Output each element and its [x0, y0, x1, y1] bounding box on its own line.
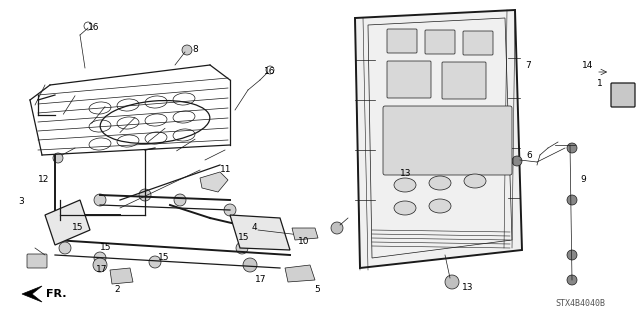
Circle shape	[93, 258, 107, 272]
FancyBboxPatch shape	[383, 106, 512, 175]
Text: 15: 15	[238, 234, 250, 242]
Polygon shape	[200, 172, 228, 192]
Text: 1: 1	[597, 79, 603, 88]
Circle shape	[174, 194, 186, 206]
Polygon shape	[230, 215, 290, 250]
Circle shape	[94, 194, 106, 206]
Circle shape	[149, 256, 161, 268]
Circle shape	[224, 204, 236, 216]
Text: 17: 17	[255, 276, 266, 285]
Circle shape	[445, 275, 459, 289]
FancyBboxPatch shape	[611, 83, 635, 107]
Text: 9: 9	[580, 175, 586, 184]
Circle shape	[243, 258, 257, 272]
Text: 5: 5	[314, 286, 320, 294]
Circle shape	[512, 156, 522, 166]
Text: 3: 3	[18, 197, 24, 206]
Circle shape	[567, 275, 577, 285]
Polygon shape	[45, 200, 90, 245]
Text: 11: 11	[220, 166, 232, 174]
Circle shape	[94, 252, 106, 264]
FancyBboxPatch shape	[425, 30, 455, 54]
Circle shape	[182, 45, 192, 55]
FancyBboxPatch shape	[27, 254, 47, 268]
Text: 14: 14	[582, 62, 593, 70]
Ellipse shape	[464, 174, 486, 188]
Text: 12: 12	[38, 175, 49, 184]
FancyBboxPatch shape	[387, 61, 431, 98]
Ellipse shape	[394, 178, 416, 192]
Circle shape	[236, 242, 248, 254]
Circle shape	[59, 242, 71, 254]
Circle shape	[139, 189, 151, 201]
Circle shape	[53, 153, 63, 163]
Text: 15: 15	[72, 224, 83, 233]
Text: FR.: FR.	[46, 289, 67, 299]
Text: 15: 15	[100, 243, 111, 253]
Text: 10: 10	[298, 238, 310, 247]
FancyBboxPatch shape	[442, 62, 486, 99]
Polygon shape	[355, 10, 522, 268]
Polygon shape	[285, 265, 315, 282]
Text: 16: 16	[264, 68, 275, 77]
Circle shape	[567, 143, 577, 153]
Text: STX4B4040B: STX4B4040B	[555, 299, 605, 308]
Ellipse shape	[394, 201, 416, 215]
Polygon shape	[110, 268, 133, 284]
FancyBboxPatch shape	[387, 29, 417, 53]
Text: 7: 7	[525, 61, 531, 70]
Text: 16: 16	[88, 24, 99, 33]
Text: 8: 8	[192, 46, 198, 55]
Text: 2: 2	[114, 286, 120, 294]
Text: 13: 13	[400, 169, 412, 179]
Polygon shape	[292, 228, 318, 240]
Ellipse shape	[429, 176, 451, 190]
Text: 4: 4	[252, 224, 258, 233]
Text: 17: 17	[96, 265, 108, 275]
Text: 15: 15	[158, 254, 170, 263]
Circle shape	[567, 195, 577, 205]
Circle shape	[567, 250, 577, 260]
Text: 13: 13	[462, 284, 474, 293]
Text: 6: 6	[526, 152, 532, 160]
FancyBboxPatch shape	[463, 31, 493, 55]
Ellipse shape	[429, 199, 451, 213]
Polygon shape	[22, 286, 42, 302]
Circle shape	[331, 222, 343, 234]
